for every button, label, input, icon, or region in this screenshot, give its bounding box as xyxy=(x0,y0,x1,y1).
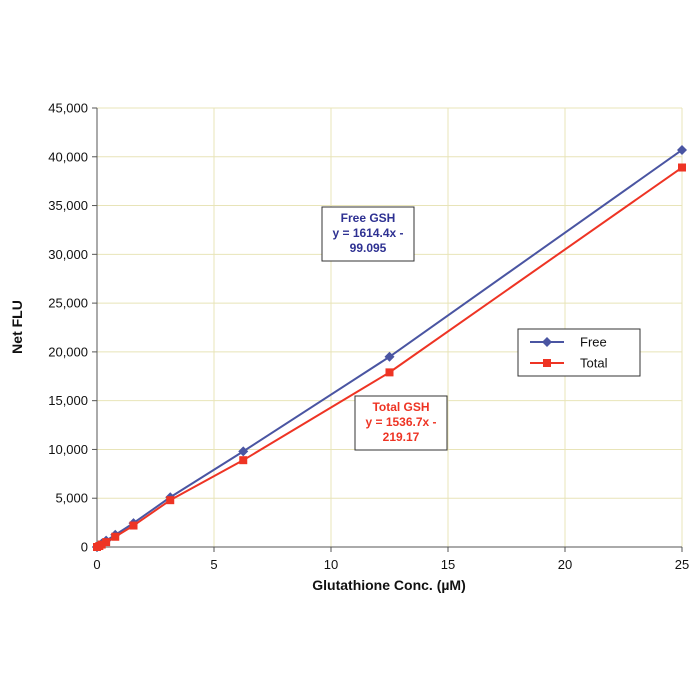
equation-text: Total GSH xyxy=(372,400,429,414)
y-tick-label: 0 xyxy=(81,540,88,555)
y-tick-label: 45,000 xyxy=(48,101,88,116)
equation-text: 99.095 xyxy=(350,241,387,255)
equation-text: Free GSH xyxy=(341,211,396,225)
x-axis-title: Glutathione Conc. (µM) xyxy=(312,577,466,593)
legend-box xyxy=(517,328,641,377)
x-tick-label: 5 xyxy=(210,557,217,572)
legend-label-total: Total xyxy=(580,356,608,371)
data-point-total xyxy=(97,540,106,549)
data-point-total xyxy=(102,538,111,547)
equation-text: y = 1614.4x - xyxy=(332,226,403,240)
data-point-total xyxy=(129,521,138,530)
equation-box xyxy=(354,395,448,451)
series xyxy=(92,144,687,552)
data-point-total xyxy=(111,532,120,541)
y-tick-label: 25,000 xyxy=(48,296,88,311)
equation-box xyxy=(321,206,415,262)
equation-text: y = 1536.7x - xyxy=(365,415,436,429)
x-tick-label: 0 xyxy=(93,557,100,572)
grid-lines xyxy=(97,107,683,547)
data-point-free xyxy=(677,144,687,155)
y-tick-label: 30,000 xyxy=(48,247,88,262)
y-axis-title: Net FLU xyxy=(9,300,25,354)
y-tick-label: 20,000 xyxy=(48,344,88,359)
equation-text: 219.17 xyxy=(383,430,420,444)
data-point-total xyxy=(385,368,394,377)
data-point-total xyxy=(239,456,248,465)
tick-labels: 0 5,000 10,000 15,000 20,000 25,000 30,000 35,0… xyxy=(48,101,689,573)
data-point-free xyxy=(238,446,249,457)
y-tick-label: 35,000 xyxy=(48,198,88,213)
legend-label-free: Free xyxy=(580,335,607,350)
x-tick-label: 20 xyxy=(558,557,572,572)
data-point-total xyxy=(166,496,175,505)
x-tick-label: 25 xyxy=(675,557,689,572)
legend: Free Total xyxy=(517,328,641,377)
y-tick-label: 10,000 xyxy=(48,442,88,457)
x-tick-label: 10 xyxy=(324,557,338,572)
y-tick-label: 5,000 xyxy=(55,491,88,506)
y-tick-label: 40,000 xyxy=(48,149,88,164)
data-point-free xyxy=(384,351,395,362)
legend-marker-total xyxy=(543,359,551,367)
data-point-total xyxy=(678,163,686,172)
y-tick-label: 15,000 xyxy=(48,393,88,408)
axes xyxy=(92,107,683,552)
legend-marker-free xyxy=(542,337,552,347)
x-tick-label: 15 xyxy=(441,557,455,572)
